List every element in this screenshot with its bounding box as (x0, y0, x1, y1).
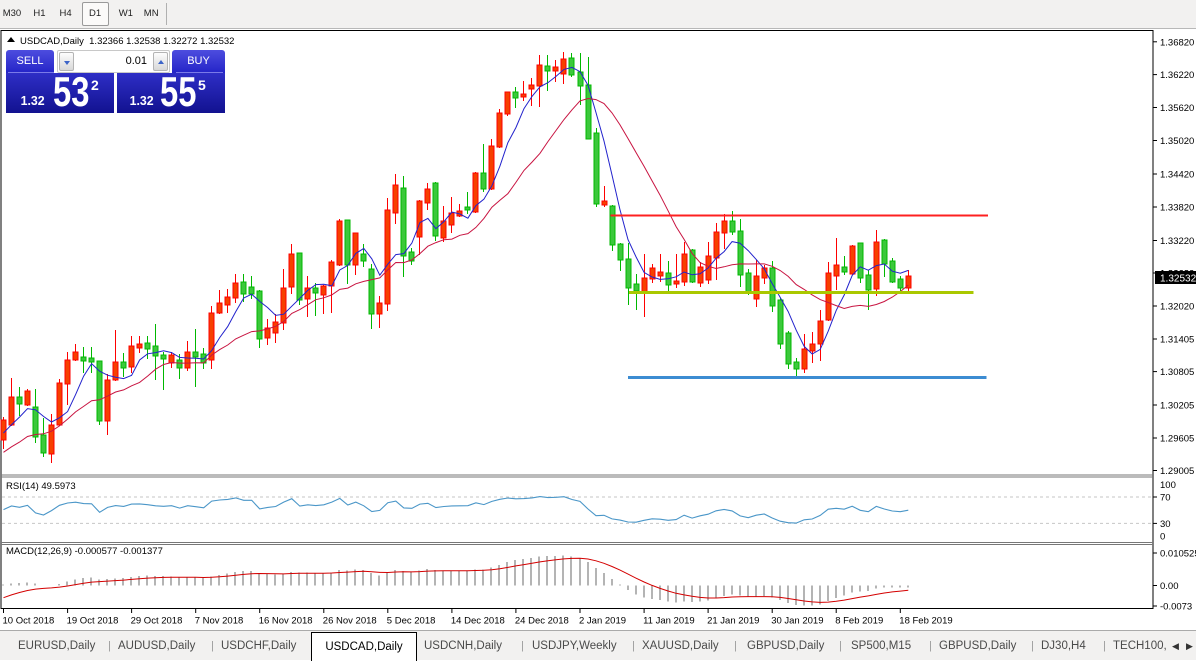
svg-text:24 Dec 2018: 24 Dec 2018 (515, 616, 569, 627)
svg-text:18 Feb 2019: 18 Feb 2019 (899, 616, 952, 627)
svg-text:1.30205: 1.30205 (1160, 401, 1194, 412)
svg-text:1.36220: 1.36220 (1160, 70, 1194, 81)
svg-text:70: 70 (1160, 493, 1171, 504)
svg-text:21 Jan 2019: 21 Jan 2019 (707, 616, 759, 627)
svg-text:1.35020: 1.35020 (1160, 136, 1194, 147)
svg-text:16 Nov 2018: 16 Nov 2018 (259, 616, 313, 627)
svg-text:30 Jan 2019: 30 Jan 2019 (771, 616, 823, 627)
svg-text:29 Oct 2018: 29 Oct 2018 (131, 616, 183, 627)
svg-text:11 Jan 2019: 11 Jan 2019 (643, 616, 695, 627)
svg-text:8 Feb 2019: 8 Feb 2019 (835, 616, 883, 627)
svg-text:1.35620: 1.35620 (1160, 103, 1194, 114)
svg-text:1.34420: 1.34420 (1160, 170, 1194, 181)
svg-text:1.36820: 1.36820 (1160, 37, 1194, 48)
svg-text:1.32532: 1.32532 (1160, 274, 1196, 285)
svg-text:1.31405: 1.31405 (1160, 335, 1194, 346)
svg-text:1.33220: 1.33220 (1160, 236, 1194, 247)
svg-text:30: 30 (1160, 519, 1171, 530)
svg-text:1.29005: 1.29005 (1160, 466, 1194, 477)
svg-text:26 Nov 2018: 26 Nov 2018 (323, 616, 377, 627)
svg-text:0.010525: 0.010525 (1160, 549, 1196, 560)
svg-text:10 Oct 2018: 10 Oct 2018 (3, 616, 55, 627)
svg-text:0: 0 (1160, 532, 1165, 543)
svg-text:19 Oct 2018: 19 Oct 2018 (67, 616, 119, 627)
svg-text:1.29605: 1.29605 (1160, 434, 1194, 445)
svg-text:2 Jan 2019: 2 Jan 2019 (579, 616, 626, 627)
svg-text:RSI(14) 49.5973: RSI(14) 49.5973 (6, 481, 76, 492)
svg-text:1.32020: 1.32020 (1160, 302, 1194, 313)
svg-text:-0.0073: -0.0073 (1160, 602, 1192, 613)
svg-text:0.00: 0.00 (1160, 581, 1179, 592)
svg-text:MACD(12,26,9) -0.000577 -0.001: MACD(12,26,9) -0.000577 -0.001377 (6, 546, 163, 557)
svg-text:14 Dec 2018: 14 Dec 2018 (451, 616, 505, 627)
svg-text:100: 100 (1160, 480, 1176, 491)
svg-text:1.33820: 1.33820 (1160, 203, 1194, 214)
svg-text:1.30805: 1.30805 (1160, 367, 1194, 378)
svg-text:5 Dec 2018: 5 Dec 2018 (387, 616, 436, 627)
svg-text:7 Nov 2018: 7 Nov 2018 (195, 616, 244, 627)
